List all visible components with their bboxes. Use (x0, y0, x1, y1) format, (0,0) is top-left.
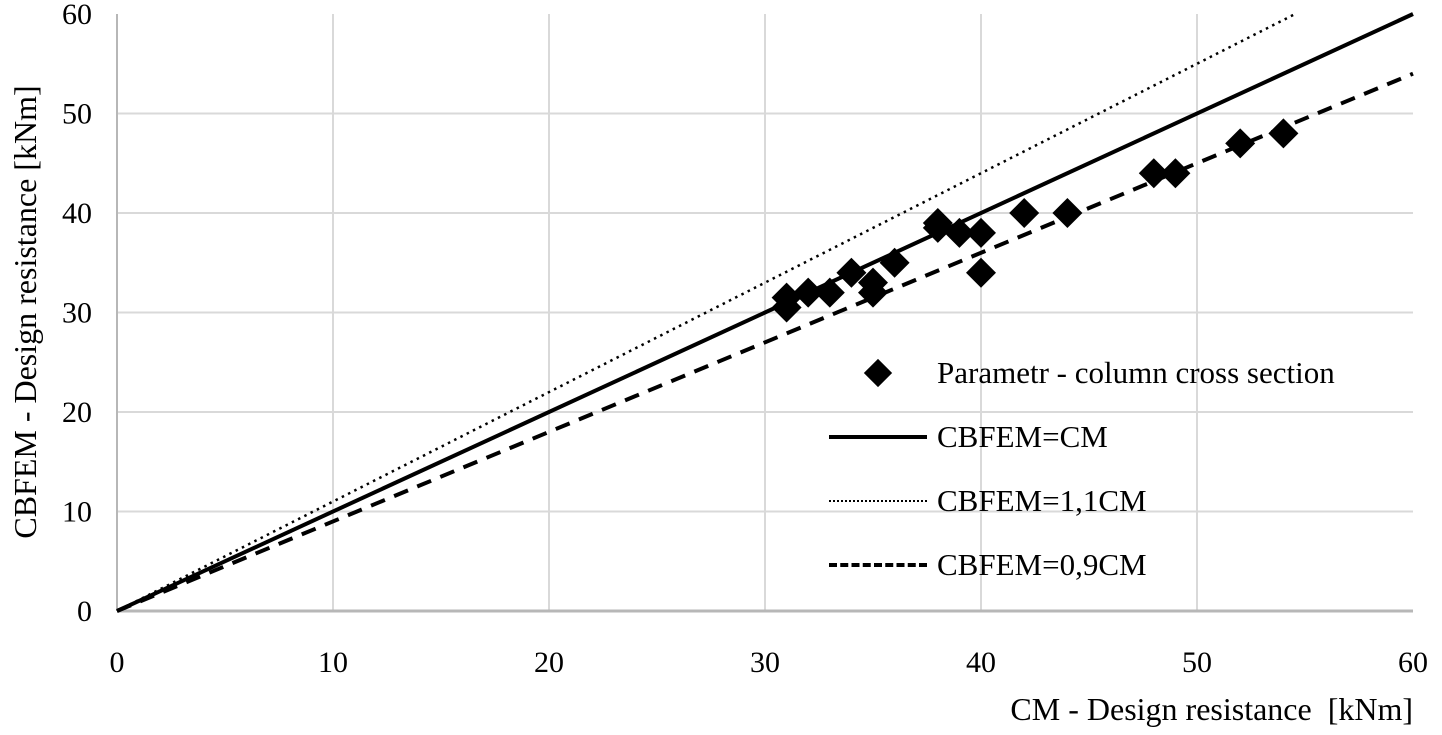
diamond-marker-icon (863, 358, 892, 388)
data-point (793, 277, 824, 308)
x-tick-label: 30 (750, 646, 780, 679)
data-point (836, 257, 867, 288)
data-point (1160, 158, 1191, 189)
x-tick-label: 20 (534, 646, 564, 679)
data-point (1225, 128, 1256, 159)
legend-marker-cell (825, 500, 930, 502)
y-tick-label: 40 (62, 197, 92, 230)
x-axis-title: CM - Design resistance [kNm] (1010, 691, 1413, 727)
data-point (879, 247, 910, 278)
x-tick-label: 40 (966, 646, 996, 679)
y-tick-label: 0 (77, 595, 92, 628)
data-point (771, 292, 802, 323)
data-point (1052, 198, 1083, 228)
y-axis-title: CBFEM - Design resistance [kNm] (7, 85, 43, 539)
data-point (1009, 198, 1040, 228)
data-point (966, 257, 996, 288)
legend-item-dotted-line: CBFEM=1,1CM (825, 469, 1335, 533)
data-point (966, 217, 996, 248)
ref-line-solid (116, 12, 1414, 613)
legend-item-scatter: Parametr - column cross section (825, 341, 1335, 405)
solid-line-icon (828, 435, 927, 439)
ref-line-dotted (116, 12, 1296, 613)
y-tick-label: 60 (62, 0, 92, 31)
legend-marker-cell (825, 563, 930, 567)
data-point (1138, 158, 1169, 189)
legend: Parametr - column cross section CBFEM=CM… (825, 341, 1335, 597)
ref-line-dashed (116, 71, 1414, 613)
y-tick-label: 20 (62, 396, 92, 429)
x-tick-label: 60 (1398, 646, 1428, 679)
data-point (922, 212, 953, 243)
data-point (944, 217, 975, 248)
data-point (814, 277, 845, 308)
dashed-line-icon (828, 563, 927, 567)
x-tick-label: 0 (110, 646, 125, 679)
legend-marker-cell (825, 358, 930, 388)
legend-item-solid-line: CBFEM=CM (825, 405, 1335, 469)
y-tick-label: 10 (62, 496, 92, 529)
legend-label-dotted: CBFEM=1,1CM (937, 483, 1147, 518)
legend-marker-cell (825, 435, 930, 439)
x-tick-label: 10 (318, 646, 348, 679)
y-tick-label: 30 (62, 297, 92, 330)
legend-item-dashed-line: CBFEM=0,9CM (825, 533, 1335, 597)
y-tick-label: 50 (62, 98, 92, 131)
dotted-line-icon (828, 500, 927, 502)
x-tick-label: 50 (1182, 646, 1212, 679)
data-point (858, 277, 888, 308)
legend-label-dashed: CBFEM=0,9CM (937, 547, 1147, 582)
legend-label-solid: CBFEM=CM (937, 419, 1108, 454)
data-point (1268, 118, 1299, 149)
legend-label-scatter: Parametr - column cross section (937, 355, 1335, 390)
